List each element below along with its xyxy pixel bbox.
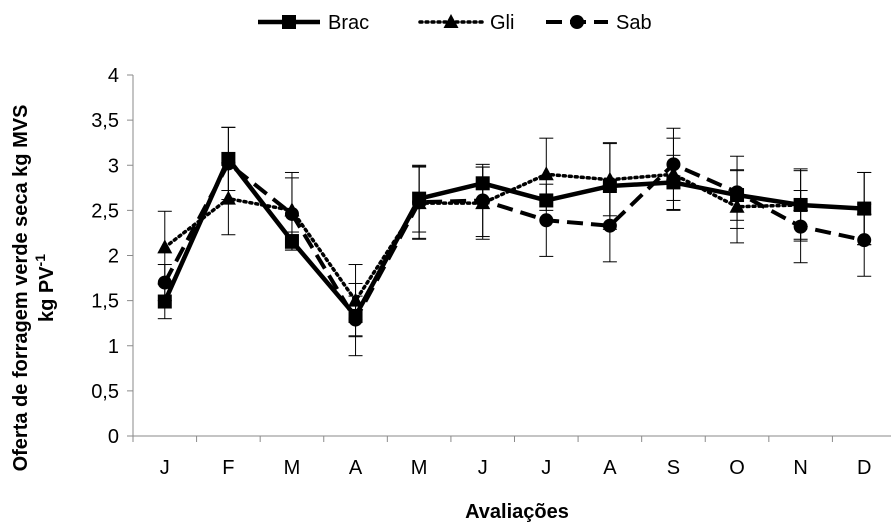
y-axis-title-superscript: -1 [32, 254, 48, 267]
series-line-sab [163, 161, 865, 322]
legend-marker-circle [570, 15, 584, 29]
data-point-brac [666, 175, 681, 190]
x-tick-label: J [478, 457, 488, 479]
data-point-sab [857, 233, 872, 248]
legend-item-gli: Gli [418, 12, 514, 34]
data-point-sab [602, 218, 617, 233]
y-tick-label: 2 [108, 246, 119, 268]
x-tick-label: D [857, 457, 871, 479]
series-lines [162, 156, 866, 322]
legend-marker-triangle [443, 14, 459, 28]
y-axis-title-line2: kg PV [36, 266, 58, 322]
data-point-sab [475, 193, 490, 208]
legend-item-sab: Sab [546, 12, 652, 34]
data-point-brac [412, 191, 427, 206]
x-tick-label: S [667, 457, 680, 479]
data-point-brac [348, 308, 363, 323]
y-tick-label: 1 [108, 336, 119, 358]
y-tick-label: 0,5 [91, 381, 119, 403]
x-tick-label: N [793, 457, 807, 479]
series-line-brac [162, 156, 865, 319]
error-bars [157, 126, 872, 357]
x-axis-title: Avaliações [465, 501, 569, 522]
data-point-brac [539, 193, 554, 208]
legend-item-brac: Brac [258, 12, 369, 34]
x-tick-label: J [160, 457, 170, 479]
data-point-sab [539, 213, 554, 228]
data-point-brac [284, 234, 299, 249]
data-point-brac [157, 294, 172, 309]
data-point-sab [284, 206, 299, 221]
x-tick-label: A [603, 457, 617, 479]
legend-marker-square [282, 15, 296, 29]
x-tick-label: A [349, 457, 363, 479]
y-tick-label: 2,5 [91, 200, 119, 222]
series-markers [157, 151, 872, 327]
data-point-brac [730, 188, 745, 203]
legend: Brac Gli Sab [258, 12, 652, 34]
data-point-brac [221, 151, 236, 166]
data-point-sab [793, 219, 808, 234]
x-tick-label: M [284, 457, 301, 479]
data-point-gli [538, 166, 554, 181]
x-tick-label: J [541, 457, 551, 479]
legend-label: Brac [328, 12, 369, 34]
data-point-sab [157, 275, 172, 290]
y-tick-label: 3 [108, 155, 119, 177]
data-point-brac [857, 201, 872, 216]
y-axis: 0 0,5 1 1,5 2 2,5 3 3,5 4 [91, 65, 134, 448]
series-line-gli [163, 172, 866, 303]
y-axis-title: Oferta de forragem verde seca kg MVS kg … [10, 105, 58, 472]
svg-text:Oferta de forragem verde seca: Oferta de forragem verde seca kg MVS [10, 105, 32, 472]
data-point-brac [602, 179, 617, 194]
data-point-brac [793, 197, 808, 212]
x-tick-label: F [222, 457, 234, 479]
data-point-gli [729, 198, 745, 213]
y-tick-label: 4 [108, 65, 119, 87]
data-point-gli [157, 239, 173, 254]
data-point-gli [220, 190, 236, 205]
legend-label: Gli [490, 12, 514, 34]
y-tick-label: 3,5 [91, 110, 119, 132]
data-point-brac [475, 176, 490, 191]
data-point-gli [348, 292, 364, 307]
x-tick-label: M [411, 457, 428, 479]
x-tick-label: O [729, 457, 745, 479]
y-axis-title-line1: Oferta de forragem verde seca kg MVS [10, 105, 32, 472]
data-point-sab [666, 157, 681, 172]
svg-text:kg PV-1: kg PV-1 [32, 254, 58, 322]
y-tick-label: 0 [108, 426, 119, 448]
y-tick-label: 1,5 [91, 291, 119, 313]
legend-label: Sab [616, 12, 652, 34]
